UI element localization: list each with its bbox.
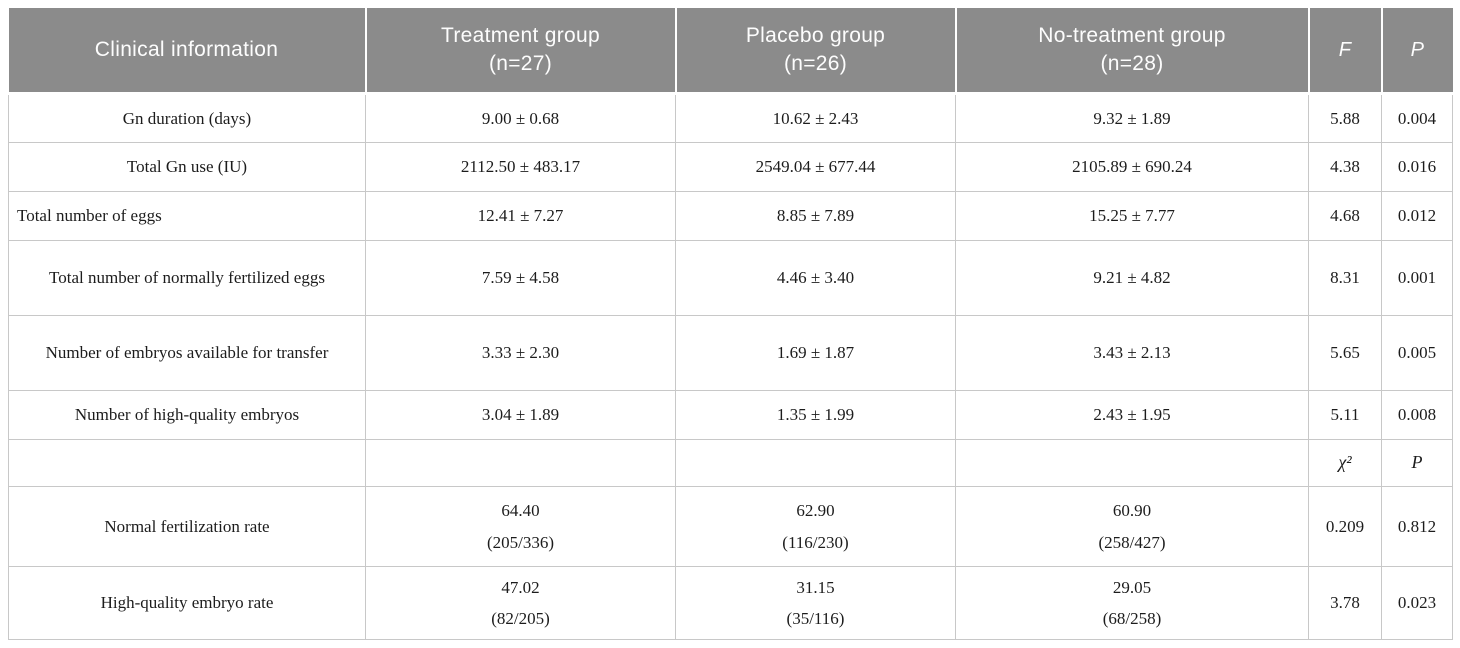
cell-row-label: Gn duration (days) bbox=[8, 93, 366, 143]
cell-no-treatment-value: 15.25 ± 7.77 bbox=[955, 191, 1309, 241]
cell-row-label: High-quality embryo rate bbox=[8, 566, 366, 640]
header-cell-f-statistic: F bbox=[1307, 8, 1382, 95]
cell-treatment-value: 64.40 (205/336) bbox=[365, 486, 676, 567]
cell-f-value: 4.68 bbox=[1308, 191, 1382, 241]
clinical-information-table: Clinical information Treatment group (n=… bbox=[8, 8, 1453, 640]
cell-f-value: 4.38 bbox=[1308, 142, 1382, 192]
table-row: Number of embryos available for transfer… bbox=[8, 315, 1453, 391]
table-row: Number of high-quality embryos 3.04 ± 1.… bbox=[8, 390, 1453, 440]
cell-p-value: 0.008 bbox=[1381, 390, 1453, 440]
table-row-chi-square-divider: χ² P bbox=[8, 439, 1453, 487]
cell-placebo-value bbox=[675, 439, 956, 487]
cell-p-value: 0.001 bbox=[1381, 240, 1453, 316]
cell-f-value: 5.88 bbox=[1308, 93, 1382, 143]
header-cell-clinical-information: Clinical information bbox=[8, 8, 366, 95]
cell-chi-square-value: 3.78 bbox=[1308, 566, 1382, 640]
cell-chi-square-label: χ² bbox=[1308, 439, 1382, 487]
table-body: Gn duration (days) 9.00 ± 0.68 10.62 ± 2… bbox=[8, 93, 1453, 640]
cell-placebo-value: 10.62 ± 2.43 bbox=[675, 93, 956, 143]
cell-p-value: 0.005 bbox=[1381, 315, 1453, 391]
cell-row-label: Total number of normally fertilized eggs bbox=[8, 240, 366, 316]
cell-treatment-value: 12.41 ± 7.27 bbox=[365, 191, 676, 241]
cell-treatment-value: 3.33 ± 2.30 bbox=[365, 315, 676, 391]
cell-placebo-value: 2549.04 ± 677.44 bbox=[675, 142, 956, 192]
cell-p-value: 0.012 bbox=[1381, 191, 1453, 241]
cell-row-label: Total number of eggs bbox=[8, 191, 366, 241]
cell-f-value: 5.11 bbox=[1308, 390, 1382, 440]
cell-no-treatment-value: 9.21 ± 4.82 bbox=[955, 240, 1309, 316]
cell-no-treatment-value: 29.05 (68/258) bbox=[955, 566, 1309, 640]
cell-row-label: Number of high-quality embryos bbox=[8, 390, 366, 440]
cell-treatment-value: 9.00 ± 0.68 bbox=[365, 93, 676, 143]
cell-row-label: Number of embryos available for transfer bbox=[8, 315, 366, 391]
cell-p-value: 0.004 bbox=[1381, 93, 1453, 143]
header-cell-p-value: P bbox=[1380, 8, 1453, 95]
cell-p-value: 0.016 bbox=[1381, 142, 1453, 192]
header-cell-treatment-group: Treatment group (n=27) bbox=[364, 8, 676, 95]
cell-placebo-value: 62.90 (116/230) bbox=[675, 486, 956, 567]
cell-row-label: Normal fertilization rate bbox=[8, 486, 366, 567]
cell-row-label bbox=[8, 439, 366, 487]
cell-row-label: Total Gn use (IU) bbox=[8, 142, 366, 192]
header-cell-no-treatment-group: No-treatment group (n=28) bbox=[954, 8, 1309, 95]
cell-p-label: P bbox=[1381, 439, 1453, 487]
table-row: Total Gn use (IU) 2112.50 ± 483.17 2549.… bbox=[8, 142, 1453, 192]
cell-no-treatment-value: 60.90 (258/427) bbox=[955, 486, 1309, 567]
table-row: Gn duration (days) 9.00 ± 0.68 10.62 ± 2… bbox=[8, 93, 1453, 143]
cell-placebo-value: 4.46 ± 3.40 bbox=[675, 240, 956, 316]
cell-treatment-value: 7.59 ± 4.58 bbox=[365, 240, 676, 316]
cell-placebo-value: 1.35 ± 1.99 bbox=[675, 390, 956, 440]
cell-treatment-value: 47.02 (82/205) bbox=[365, 566, 676, 640]
cell-f-value: 8.31 bbox=[1308, 240, 1382, 316]
table-row: Total number of normally fertilized eggs… bbox=[8, 240, 1453, 316]
cell-no-treatment-value: 2105.89 ± 690.24 bbox=[955, 142, 1309, 192]
cell-p-value: 0.812 bbox=[1381, 486, 1453, 567]
cell-no-treatment-value: 2.43 ± 1.95 bbox=[955, 390, 1309, 440]
header-cell-placebo-group: Placebo group (n=26) bbox=[674, 8, 956, 95]
cell-treatment-value: 3.04 ± 1.89 bbox=[365, 390, 676, 440]
table-row: Total number of eggs 12.41 ± 7.27 8.85 ±… bbox=[8, 191, 1453, 241]
cell-no-treatment-value bbox=[955, 439, 1309, 487]
table-header: Clinical information Treatment group (n=… bbox=[8, 8, 1453, 95]
cell-no-treatment-value: 3.43 ± 2.13 bbox=[955, 315, 1309, 391]
table-row: High-quality embryo rate 47.02 (82/205) … bbox=[8, 566, 1453, 640]
table-row: Normal fertilization rate 64.40 (205/336… bbox=[8, 486, 1453, 567]
cell-chi-square-value: 0.209 bbox=[1308, 486, 1382, 567]
header-row: Clinical information Treatment group (n=… bbox=[8, 8, 1453, 95]
cell-treatment-value bbox=[365, 439, 676, 487]
cell-placebo-value: 1.69 ± 1.87 bbox=[675, 315, 956, 391]
cell-f-value: 5.65 bbox=[1308, 315, 1382, 391]
cell-placebo-value: 31.15 (35/116) bbox=[675, 566, 956, 640]
cell-treatment-value: 2112.50 ± 483.17 bbox=[365, 142, 676, 192]
cell-placebo-value: 8.85 ± 7.89 bbox=[675, 191, 956, 241]
cell-no-treatment-value: 9.32 ± 1.89 bbox=[955, 93, 1309, 143]
cell-p-value: 0.023 bbox=[1381, 566, 1453, 640]
